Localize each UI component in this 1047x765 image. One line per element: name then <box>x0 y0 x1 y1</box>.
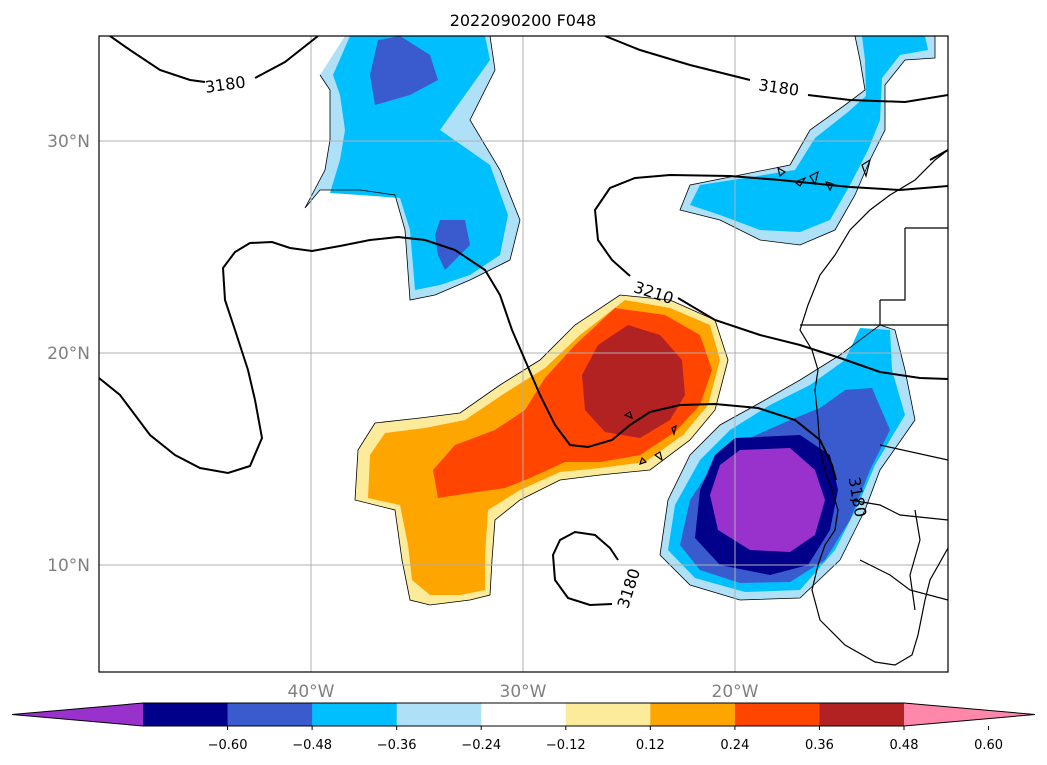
gridlines <box>99 36 948 672</box>
colorbar-swatch <box>565 703 651 726</box>
colorbar: −0.60 −0.48 −0.36 −0.24 −0.12 0.12 0.24 0.36 0.4… <box>11 702 1036 753</box>
figure-title: 2022090200 F048 <box>450 11 597 30</box>
lat-label: 20°N <box>47 344 90 364</box>
colorbar-arrow-right <box>904 703 1035 726</box>
colorbar-tick-label: −0.12 <box>546 738 586 753</box>
coastlines <box>623 149 948 666</box>
colorbar-tick-label: 0.48 <box>890 738 919 753</box>
lat-labels: 30°N 20°N 10°N <box>47 132 90 576</box>
lat-label: 30°N <box>47 132 90 152</box>
colorbar-tick-label: 0.60 <box>974 738 1003 753</box>
anomaly-negative-southeast <box>660 325 915 600</box>
colorbar-swatch <box>312 703 398 726</box>
colorbar-tick-label: −0.36 <box>377 738 417 753</box>
colorbar-swatch <box>650 703 736 726</box>
plot-frame <box>98 35 949 673</box>
lat-label: 10°N <box>47 556 90 576</box>
lon-labels: 40°W 30°W 20°W <box>288 682 759 702</box>
colorbar-swatch <box>396 703 482 726</box>
anomaly-negative-northwest <box>305 36 520 300</box>
lon-label: 20°W <box>712 682 759 702</box>
height-contours <box>99 36 948 607</box>
colorbar-tick-label: −0.60 <box>208 738 248 753</box>
plot-area: 3180 3180 3210 3180 3180 <box>99 36 948 672</box>
colorbar-tick-label: 0.24 <box>720 738 749 753</box>
colorbar-outline <box>11 702 1036 727</box>
colorbar-arrow-left <box>12 703 143 726</box>
colorbar-swatch <box>819 703 905 726</box>
lon-label: 40°W <box>288 682 335 702</box>
anomaly-outlines <box>304 36 936 601</box>
lon-label: 30°W <box>500 682 547 702</box>
colorbar-tick-label: 0.36 <box>805 738 834 753</box>
colorbar-swatch <box>481 703 567 726</box>
colorbar-swatch <box>734 703 820 726</box>
colorbar-tick-label: −0.48 <box>292 738 332 753</box>
colorbar-swatch <box>143 703 229 726</box>
colorbar-tick-label: 0.12 <box>636 738 665 753</box>
colorbar-swatch <box>227 703 313 726</box>
colorbar-tick-label: −0.24 <box>461 738 501 753</box>
